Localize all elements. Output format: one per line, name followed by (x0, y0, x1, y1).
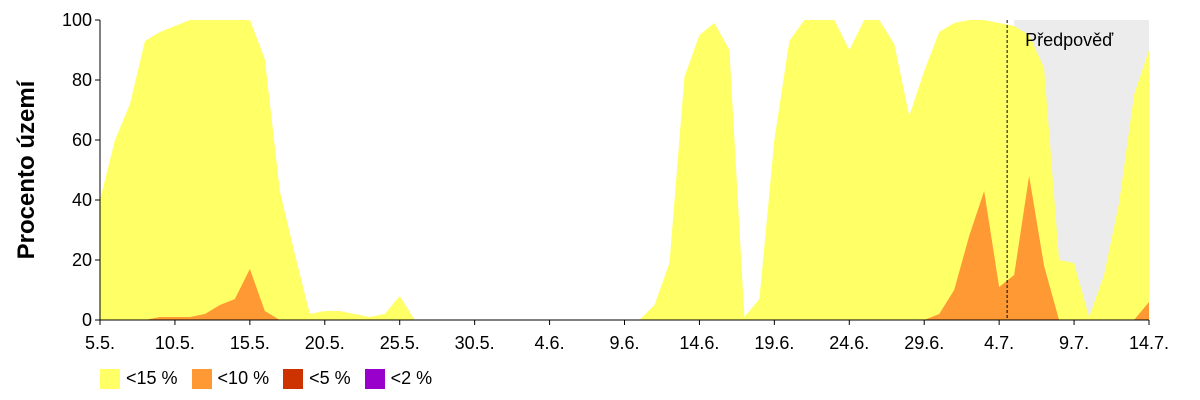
y-axis-label: Procento území (13, 79, 40, 259)
y-tick-label: 60 (72, 130, 92, 150)
x-tick-label: 9.7. (1059, 333, 1089, 353)
x-tick-label: 14.7. (1129, 333, 1169, 353)
legend-label: <5 % (309, 368, 351, 388)
x-tick-label: 19.6. (754, 333, 794, 353)
legend-label: <10 % (217, 368, 270, 388)
x-tick-label: 20.5. (305, 333, 345, 353)
legend-item: <15 % (100, 368, 178, 389)
x-ticks: 5.5. 10.5. 15.5. 20.5. 25.5. 30.5. 4.6. 9.6. 14.… (85, 320, 1169, 353)
x-tick-label: 10.5. (155, 333, 195, 353)
x-tick-label: 4.7. (984, 333, 1014, 353)
x-tick-label: 4.6. (535, 333, 565, 353)
x-tick-label: 14.6. (679, 333, 719, 353)
x-tick-label: 9.6. (609, 333, 639, 353)
series-area-0 (100, 20, 1149, 320)
x-tick-label: 5.5. (85, 333, 115, 353)
y-tick-label: 40 (72, 190, 92, 210)
y-ticks: 0 20 40 60 80 100 (62, 10, 100, 330)
y-tick-label: 0 (82, 310, 92, 330)
forecast-label: Předpověď (1025, 30, 1114, 50)
x-tick-label: 30.5. (455, 333, 495, 353)
legend-label: <2 % (390, 368, 433, 388)
series-areas (100, 20, 1149, 320)
legend-item: <2 % (364, 368, 433, 389)
legend-swatch (100, 368, 120, 389)
x-tick-label: 29.6. (904, 333, 944, 353)
x-tick-label: 25.5. (380, 333, 420, 353)
y-tick-label: 20 (72, 250, 92, 270)
x-tick-label: 15.5. (230, 333, 270, 353)
legend-swatch (364, 368, 385, 389)
legend-item: <5 % (283, 368, 351, 389)
y-tick-label: 100 (62, 10, 92, 30)
legend: <15 % <10 % <5 % <2 % (100, 368, 446, 389)
legend-label: <15 % (126, 368, 178, 388)
x-tick-label: 24.6. (829, 333, 869, 353)
y-tick-label: 80 (72, 70, 92, 90)
series-area-1 (100, 176, 1149, 320)
legend-swatch (191, 368, 212, 389)
legend-swatch (283, 368, 304, 389)
legend-item: <10 % (191, 368, 270, 389)
